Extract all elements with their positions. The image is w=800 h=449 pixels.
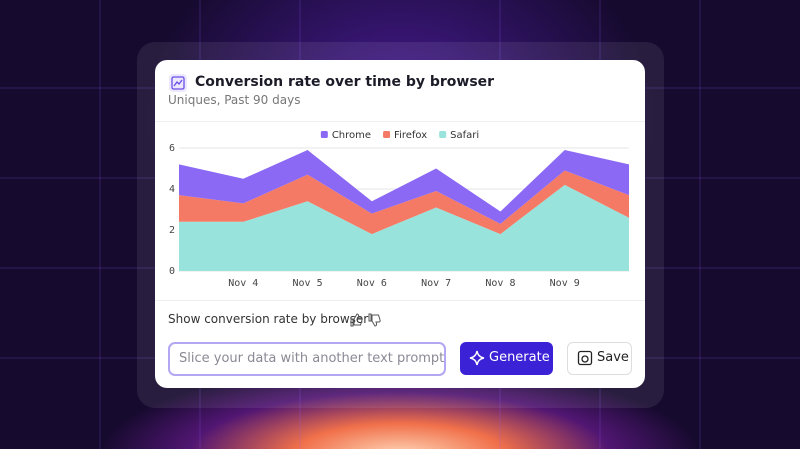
generate-button[interactable]: Generate [460,342,553,375]
divider [155,300,645,301]
y-tick-label: 6 [169,143,175,154]
y-tick-label: 2 [169,225,175,236]
legend-label: Safari [450,130,479,141]
x-tick-label: Nov 7 [421,278,451,289]
legend-swatch [383,131,391,138]
chart: 0 2 4 6 Nov 4 Nov 5 Nov 6 Nov 7 Nov 8 Nov 9 Chrome… [169,130,629,289]
area [179,150,629,224]
x-tick-label: Nov 9 [550,278,580,289]
chart-icon [169,74,187,92]
y-tick-label: 4 [169,184,175,195]
card-subtitle: Uniques, Past 90 days [168,93,301,107]
y-tick-label: 0 [169,266,175,277]
legend-label: Chrome [332,130,371,141]
area [179,184,629,271]
card-title: Conversion rate over time by browser [195,74,495,90]
feedback-icons[interactable] [349,313,383,327]
prompt-input[interactable]: Slice your data with another text prompt [168,342,446,376]
x-tick-label: Nov 8 [485,278,515,289]
legend-swatch [320,131,328,138]
hint-text: Show conversion rate by browser [168,312,369,326]
button-label: Generate [489,350,550,365]
x-tick-label: Nov 6 [357,278,387,289]
sparkle-icon [469,350,485,366]
legend-label: Firefox [394,130,427,141]
area [179,170,629,235]
button-label: Save [597,350,629,365]
x-tick-label: Nov 4 [228,278,258,289]
legend-swatch [439,131,447,138]
card: Conversion rate over time by browser Uni… [155,60,645,388]
legend: Chrome Firefox Safari [320,130,479,141]
placeholder: Slice your data with another text prompt [179,351,445,366]
divider [155,121,645,122]
x-tick-label: Nov 5 [293,278,323,289]
save-icon [577,350,593,366]
save-button[interactable]: Save [567,342,632,375]
